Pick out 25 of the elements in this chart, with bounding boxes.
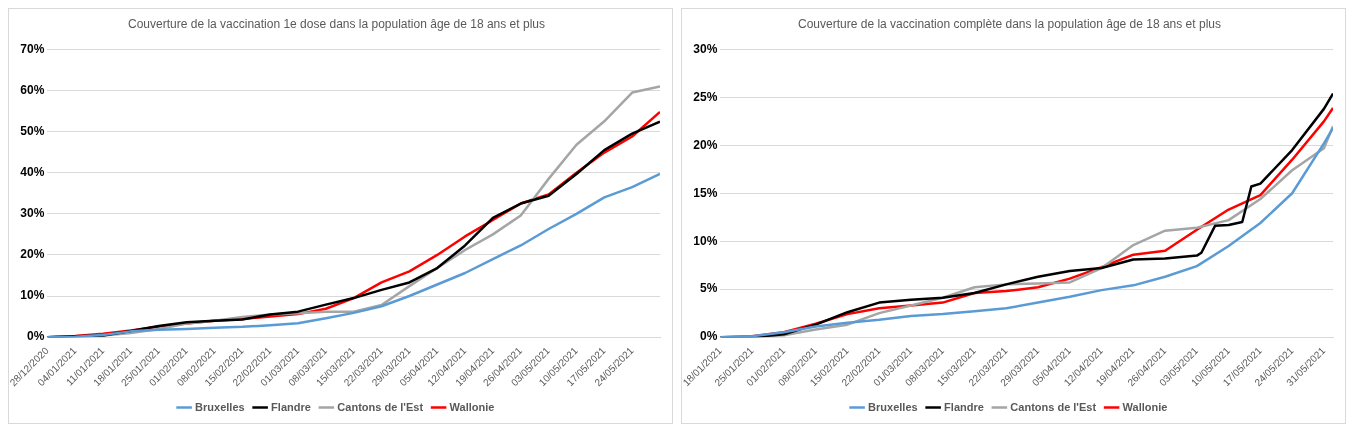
y-tick-label: 25% [693,89,718,104]
legend-label: Flandre [944,400,984,413]
y-tick-label: 20% [693,137,718,152]
legend-label: Bruxelles [868,400,918,413]
y-tick-label: 30% [20,206,45,221]
y-tick-label: 30% [693,41,718,56]
legend-label: Flandre [271,400,311,413]
y-tick-label: 0% [700,329,718,344]
legend-label: Cantons de l'Est [337,400,424,413]
chart-title: Couverture de la vaccination complète dans la population âge de 18 ans et plus [798,16,1221,31]
y-tick-label: 50% [20,123,45,138]
y-tick-label: 20% [20,247,45,262]
legend-label: Cantons de l'Est [1010,400,1097,413]
y-tick-label: 40% [20,165,45,180]
y-tick-label: 70% [20,41,45,56]
legend-label: Bruxelles [195,400,245,413]
y-tick-label: 5% [700,281,718,296]
y-tick-label: 15% [693,185,718,200]
y-tick-label: 10% [20,288,45,303]
y-tick-label: 60% [20,82,45,97]
legend-label: Wallonie [1122,400,1168,413]
y-tick-label: 10% [693,233,718,248]
chart-title: Couverture de la vaccination 1e dose dans la population âge de 18 ans et plus [128,16,545,31]
legend-label: Wallonie [449,400,495,413]
y-tick-label: 0% [27,329,45,344]
